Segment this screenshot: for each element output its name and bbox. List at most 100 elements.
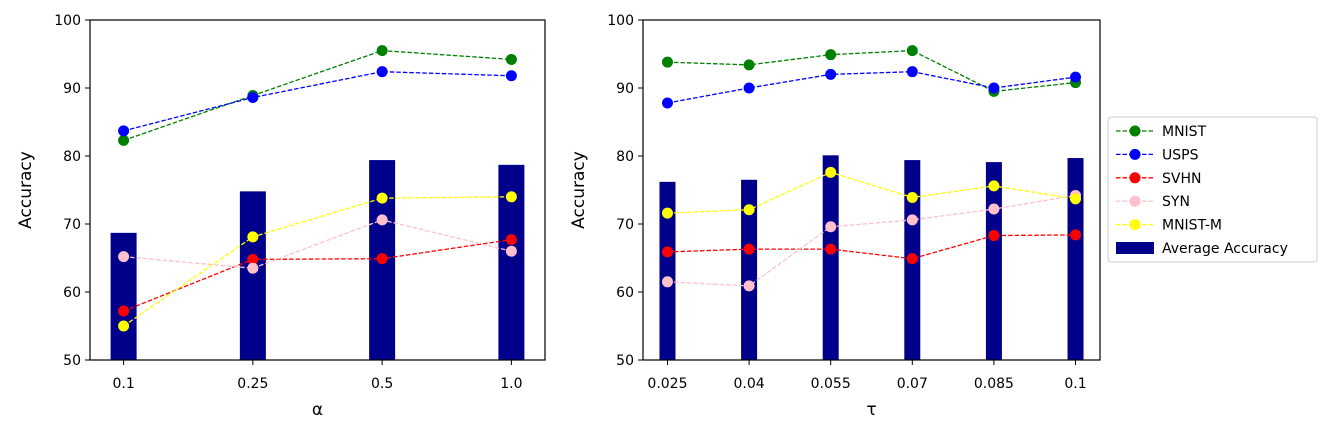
point-mnist xyxy=(118,134,130,146)
point-syn xyxy=(988,203,1000,215)
point-mnist xyxy=(505,53,517,65)
x-tick-label: 0.1 xyxy=(1064,376,1086,392)
point-syn xyxy=(505,245,517,257)
point-svhn xyxy=(376,253,388,265)
line-syn xyxy=(123,219,512,269)
legend-marker-usps xyxy=(1129,148,1141,160)
chart-panel-1: 50 60 70 80 90 100 0.1 0.25 0.5 1.0 α Accuracy xyxy=(16,13,546,420)
x-tick-label: 0.5 xyxy=(371,376,393,392)
x-tick-label: 0.085 xyxy=(974,376,1014,392)
point-syn xyxy=(247,262,259,274)
point-usps xyxy=(118,125,130,137)
point-mnist xyxy=(661,56,673,68)
y-axis-label: Accuracy xyxy=(16,151,36,229)
point-syn xyxy=(743,280,755,292)
y-tick-label: 70 xyxy=(616,217,634,233)
legend-label-mnist: MNIST xyxy=(1162,124,1207,140)
point-usps xyxy=(825,68,837,80)
line-syn xyxy=(667,194,1076,287)
point-mnist xyxy=(376,45,388,57)
x-tick-label: 0.1 xyxy=(112,376,134,392)
x-tick-label: 0.07 xyxy=(897,376,928,392)
point-svhn xyxy=(988,230,1000,242)
bar-average-accuracy xyxy=(659,181,676,360)
legend-marker-syn xyxy=(1129,195,1141,207)
line-svhn xyxy=(667,234,1076,260)
axes-frame xyxy=(642,19,1101,361)
point-syn xyxy=(906,214,918,226)
point-mnist-m xyxy=(988,180,1000,192)
y-tick-label: 60 xyxy=(63,285,81,301)
legend-label-mnist-m: MNIST-M xyxy=(1162,218,1222,234)
line-mnist xyxy=(667,49,1076,93)
point-svhn xyxy=(661,246,673,258)
legend-marker-svhn xyxy=(1129,172,1141,184)
point-usps xyxy=(247,92,259,104)
x-axis-label: τ xyxy=(866,400,876,420)
x-axis-label: α xyxy=(312,400,323,420)
point-svhn xyxy=(118,305,130,317)
x-tick-label: 0.25 xyxy=(237,376,268,392)
point-usps xyxy=(661,97,673,109)
point-mnist-m xyxy=(1070,193,1082,205)
bar-average-accuracy xyxy=(822,155,839,360)
point-mnist xyxy=(825,49,837,61)
point-mnist-m xyxy=(661,207,673,219)
point-mnist xyxy=(743,59,755,71)
y-tick-label: 70 xyxy=(63,217,81,233)
y-axis-label: Accuracy xyxy=(569,151,589,229)
y-tick-label: 80 xyxy=(616,149,634,165)
legend-label-svhn: SVHN xyxy=(1162,171,1201,187)
y-tick-label: 50 xyxy=(616,353,634,369)
point-svhn xyxy=(825,243,837,255)
point-usps xyxy=(743,82,755,94)
point-mnist-m xyxy=(247,231,259,243)
point-mnist-m xyxy=(906,191,918,203)
point-svhn xyxy=(906,253,918,265)
legend-label-syn: SYN xyxy=(1162,194,1190,210)
legend: MNIST USPS SVHN SYN MNIST-M Average Accuracy xyxy=(1107,116,1318,263)
point-svhn xyxy=(247,253,259,265)
y-tick-label: 90 xyxy=(63,81,81,97)
point-mnist-m xyxy=(376,192,388,204)
point-usps xyxy=(906,66,918,78)
bar-average-accuracy xyxy=(239,191,266,360)
line-mnist-m xyxy=(667,171,1076,214)
point-usps xyxy=(1070,71,1082,83)
point-syn xyxy=(661,276,673,288)
point-mnist-m xyxy=(118,320,130,332)
chart-panel-2: 50 60 70 80 90 100 0.025 0.04 0.055 0.07 0.085 0.1 τ… xyxy=(569,13,1101,420)
line-usps xyxy=(667,71,1076,104)
legend-swatch-average-accuracy xyxy=(1116,242,1154,254)
point-svhn xyxy=(743,243,755,255)
bar-average-accuracy xyxy=(985,162,1002,360)
y-tick-label: 80 xyxy=(63,149,81,165)
y-tick-label: 100 xyxy=(607,13,634,29)
line-usps xyxy=(123,71,512,132)
point-svhn xyxy=(1070,229,1082,241)
line-mnist xyxy=(123,49,512,141)
legend-label-usps: USPS xyxy=(1162,147,1199,163)
bar-average-accuracy xyxy=(1067,158,1084,360)
y-tick-label: 60 xyxy=(616,285,634,301)
line-mnist-m xyxy=(123,196,512,327)
point-syn xyxy=(376,214,388,226)
line-svhn xyxy=(123,238,512,312)
legend-marker-mnist-m xyxy=(1129,219,1141,231)
point-svhn xyxy=(505,234,517,246)
point-usps xyxy=(988,82,1000,94)
point-usps xyxy=(505,70,517,82)
x-tick-label: 0.025 xyxy=(647,376,687,392)
bar-average-accuracy xyxy=(741,179,758,360)
y-tick-label: 90 xyxy=(616,81,634,97)
x-tick-label: 0.055 xyxy=(811,376,851,392)
point-mnist xyxy=(906,45,918,57)
point-mnist-m xyxy=(505,191,517,203)
point-syn xyxy=(825,221,837,233)
x-tick-label: 1.0 xyxy=(500,376,522,392)
axes-frame xyxy=(89,19,546,361)
point-mnist-m xyxy=(825,166,837,178)
legend-box xyxy=(1107,116,1318,263)
legend-label-average-accuracy: Average Accuracy xyxy=(1162,241,1288,257)
